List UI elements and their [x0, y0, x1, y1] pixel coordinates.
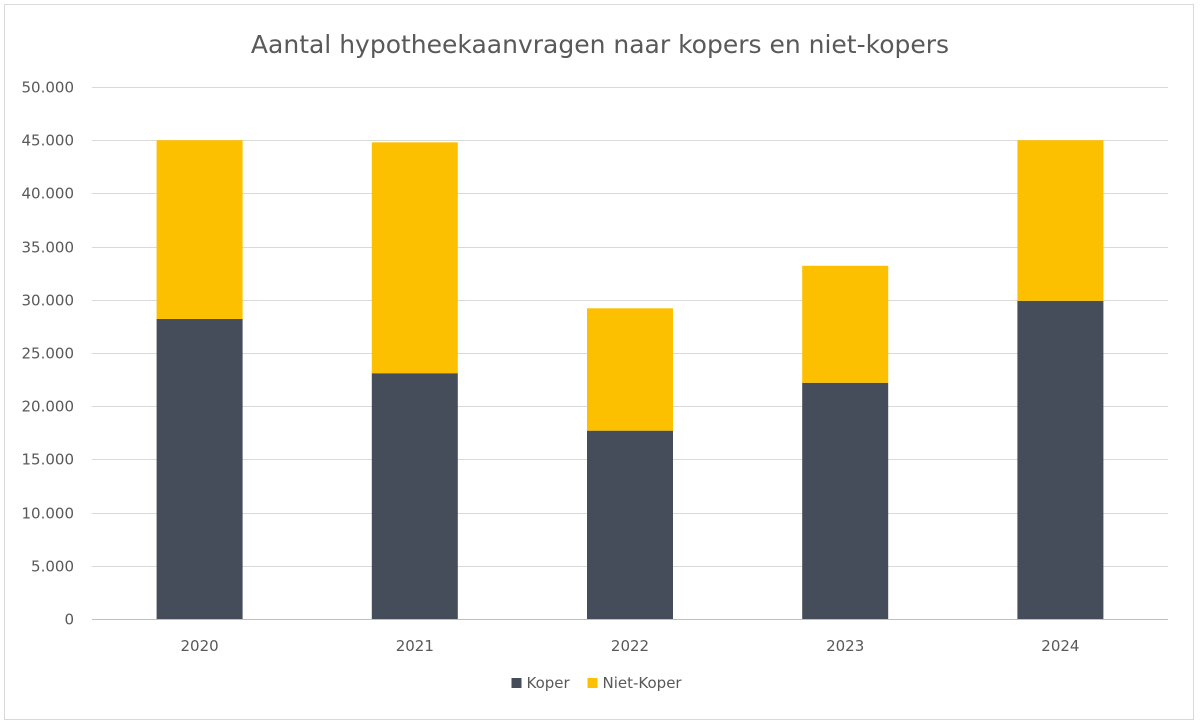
x-tick-label: 2020 — [181, 637, 219, 655]
bar-niet-koper-2023 — [802, 265, 889, 383]
legend-swatch-koper — [511, 678, 522, 688]
y-tick-label: 10.000 — [22, 505, 75, 523]
bar-niet-koper-2024 — [1017, 140, 1104, 301]
legend-label-koper: Koper — [527, 674, 571, 692]
bar-koper-2022 — [587, 430, 673, 619]
y-tick-label: 35.000 — [22, 239, 75, 257]
y-tick-label: 20.000 — [22, 398, 75, 416]
bar-niet-koper-2022 — [587, 308, 673, 431]
bar-niet-koper-2020 — [156, 140, 243, 319]
grid-layer — [92, 87, 1168, 620]
bar-koper-2020 — [156, 318, 243, 619]
legend-label-niet-koper: Niet-Koper — [603, 674, 683, 692]
x-tick-label: 2024 — [1041, 637, 1079, 655]
y-tick-label: 0 — [64, 611, 74, 629]
y-tick-label: 30.000 — [22, 292, 75, 310]
x-tick-labels: 2020 2021 2022 2023 2024 — [181, 637, 1080, 655]
x-tick-label: 2022 — [611, 637, 649, 655]
bars — [156, 140, 1104, 619]
legend: Koper Niet-Koper — [511, 674, 683, 692]
chart-title: Aantal hypotheekaanvragen naar kopers en… — [251, 30, 949, 59]
x-tick-label: 2023 — [826, 637, 864, 655]
y-tick-label: 50.000 — [22, 79, 75, 97]
bar-koper-2021 — [371, 373, 458, 619]
legend-swatch-niet-koper — [587, 678, 598, 688]
x-tick-label: 2021 — [396, 637, 434, 655]
bar-niet-koper-2021 — [371, 142, 458, 374]
bar-koper-2024 — [1017, 300, 1104, 619]
bar-koper-2023 — [802, 382, 889, 619]
y-tick-label: 5.000 — [31, 558, 74, 576]
y-tick-label: 45.000 — [22, 132, 75, 150]
y-tick-labels: 0 5.000 10.000 15.000 20.000 25.000 30.000 35.0… — [22, 79, 75, 629]
y-tick-label: 15.000 — [22, 451, 75, 469]
y-tick-label: 40.000 — [22, 185, 75, 203]
y-tick-label: 25.000 — [22, 345, 75, 363]
